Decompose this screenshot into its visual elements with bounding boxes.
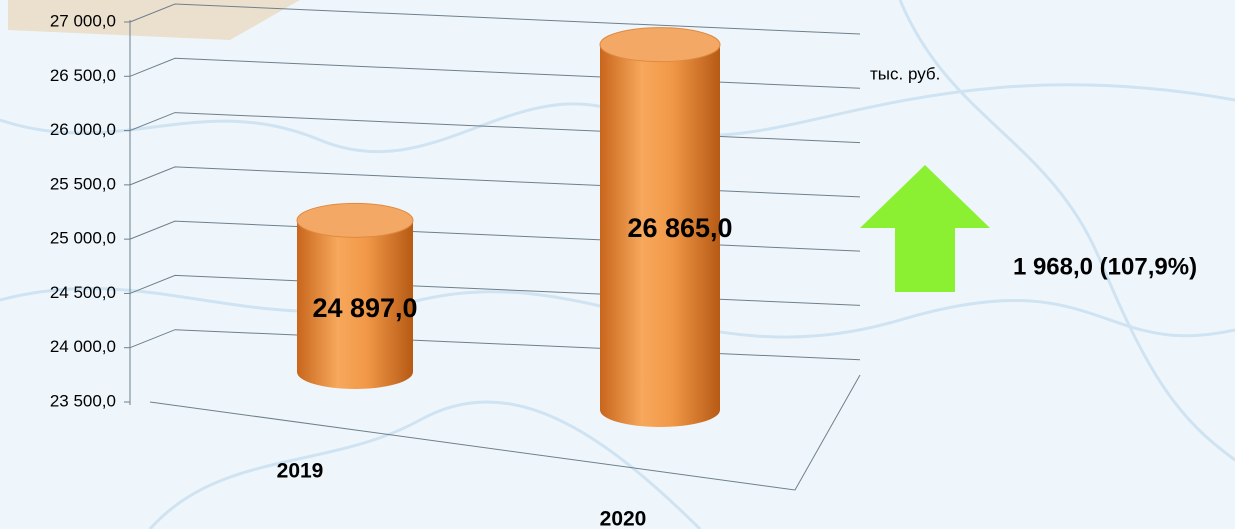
increase-arrow [860,165,990,292]
y-tick-label: 24 000,0 [50,337,116,356]
y-tick-label: 24 500,0 [50,283,116,302]
bar [297,220,413,389]
y-tick-label: 25 500,0 [50,174,116,193]
annotation: 1 968,0 (107,9%) [1013,253,1197,280]
value-label: 26 865,0 [627,213,732,243]
y-tick-label: 25 000,0 [50,229,116,248]
value-label: 24 897,0 [312,293,417,323]
y-tick-label: 27 000,0 [50,11,116,30]
unit-label: тыс. руб. [870,64,940,83]
x-tick-label: 2019 [277,460,324,483]
bar-top [296,202,414,238]
x-tick-label: 2020 [600,508,647,529]
y-tick-label: 26 000,0 [50,120,116,139]
bar-top [599,27,721,63]
floor-edge [149,374,861,491]
y-tick-label: 26 500,0 [50,66,116,85]
corner-decoration [8,0,300,40]
y-tick-label: 23 500,0 [50,391,116,410]
grid-line [129,3,861,35]
bar [600,44,720,428]
